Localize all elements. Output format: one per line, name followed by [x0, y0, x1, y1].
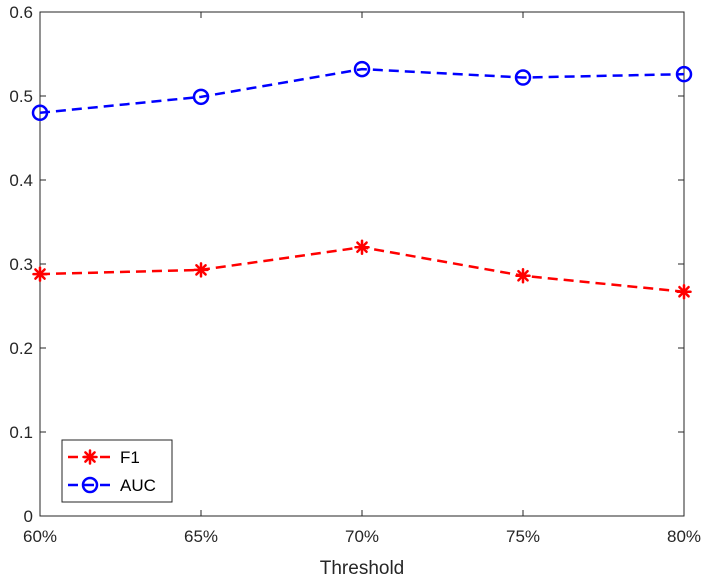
- asterisk-stroke: [356, 241, 368, 254]
- data-point-f1: [32, 266, 48, 282]
- legend-label-auc: AUC: [120, 476, 156, 495]
- y-tick-label: 0.6: [9, 3, 33, 22]
- data-point-f1: [354, 239, 370, 255]
- series-line-auc: [39, 67, 685, 115]
- axes-layer: 0 0.1 0.2 0.3 0.4 0.5 0.6 60% 65% 70% 75% 80%: [9, 3, 701, 546]
- data-point-auc: [675, 65, 693, 83]
- asterisk-stroke: [34, 268, 46, 280]
- x-tick-label: 70%: [345, 527, 379, 546]
- x-tick-label: 60%: [23, 527, 57, 546]
- asterisk-stroke: [517, 269, 529, 282]
- series-layer: [31, 60, 693, 300]
- data-point-f1: [515, 268, 531, 284]
- legend-marker-f1: [82, 449, 98, 465]
- legend-box: [61, 439, 173, 503]
- y-tick-label: 0.5: [9, 87, 33, 106]
- data-point-auc: [31, 104, 49, 122]
- asterisk-stroke: [678, 285, 690, 298]
- asterisk-stroke: [195, 264, 207, 276]
- data-point-f1: [676, 283, 692, 300]
- legend-label-f1: F1: [120, 448, 140, 467]
- y-tick-label: 0.2: [9, 339, 33, 358]
- plot-area-frame: [39, 11, 685, 517]
- y-tick-label: 0.3: [9, 255, 33, 274]
- x-tick-label: 65%: [184, 527, 218, 546]
- data-point-auc: [353, 60, 371, 78]
- y-tick-label: 0.1: [9, 423, 33, 442]
- asterisk-stroke: [84, 451, 96, 463]
- y-tick-label: 0: [24, 507, 33, 526]
- data-point-auc: [514, 69, 532, 86]
- data-point-f1: [193, 262, 209, 278]
- legend-marker-auc: [81, 476, 99, 494]
- x-axis-title: Threshold: [320, 558, 405, 579]
- y-tick-label: 0.4: [9, 171, 33, 190]
- x-tick-label: 75%: [506, 527, 540, 546]
- data-point-auc: [192, 88, 210, 106]
- legend: F1 AUC: [61, 439, 173, 503]
- x-tick-label: 80%: [667, 527, 701, 546]
